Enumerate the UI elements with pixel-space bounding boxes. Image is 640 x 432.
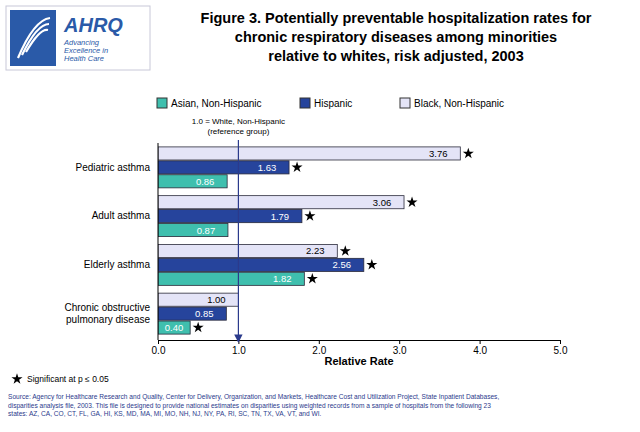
x-tick: 3.0 (393, 340, 407, 356)
x-tick: 5.0 (554, 340, 568, 356)
footnote: Significant at p ≤ 0.05 (27, 374, 109, 384)
y-axis: Pediatric asthma Adult asthma Elderly asth… (64, 143, 158, 340)
data-label: 1.00 (207, 294, 226, 305)
legend-label: Asian, Non-Hispanic (171, 98, 262, 109)
data-label: 2.23 (306, 245, 325, 256)
bars (158, 147, 460, 334)
bar (158, 224, 228, 237)
data-label: 0.87 (197, 225, 216, 236)
x-axis-title: Relative Rate (324, 355, 393, 367)
reference-label: 1.0 = White, Non-Hispanic(reference grou… (192, 117, 285, 136)
x-tick-label: 5.0 (554, 345, 568, 356)
x-tick: 0.0 (152, 340, 166, 356)
x-tick-label: 0.0 (152, 345, 166, 356)
logo: AHRQAdvancingExcellence inHealth Care (6, 6, 150, 70)
x-tick-label: 3.0 (393, 345, 407, 356)
bar (158, 147, 460, 160)
significance-stars (193, 148, 474, 333)
footnote-star (11, 373, 22, 384)
x-tick-label: 1.0 (232, 345, 246, 356)
logo-emblem-stroke (22, 24, 49, 55)
x-tick-mark (319, 340, 320, 344)
logo-emblem (10, 10, 56, 66)
x-tick-mark (480, 340, 481, 344)
bar (158, 258, 364, 271)
data-label: 0.85 (195, 308, 214, 319)
bar (158, 244, 337, 257)
reference-line (238, 140, 239, 342)
significance-star (340, 245, 351, 256)
bar (158, 161, 289, 174)
legend-swatch (400, 98, 410, 108)
y-tick: Adult asthma (92, 210, 158, 221)
x-tick: 4.0 (473, 340, 487, 356)
x-tick-mark (158, 340, 159, 344)
legend-label: Hispanic (314, 98, 352, 109)
data-label: 3.76 (429, 148, 448, 159)
data-label: 3.06 (373, 197, 392, 208)
data-label: 2.56 (333, 259, 352, 270)
x-tick-mark (399, 340, 400, 344)
y-tick: Pediatric asthma (76, 162, 158, 173)
chart: AHRQAdvancingExcellence inHealth Care Fig… (0, 0, 640, 432)
bar (158, 307, 226, 320)
data-label: 1.79 (271, 211, 290, 222)
source: Source: Agency for Healthcare Research a… (8, 393, 499, 417)
significance-star (193, 322, 204, 333)
significance-star (463, 148, 474, 159)
bar (158, 210, 302, 223)
significance-star (307, 273, 318, 284)
x-axis: 0.0 1.0 2.0 3.0 4.0 5.0 (152, 340, 568, 356)
legend-swatch (300, 98, 310, 108)
y-tick: Elderly asthma (84, 259, 158, 270)
x-axis-line (159, 341, 561, 345)
logo-emblem-stroke (18, 18, 50, 58)
data-label: 1.82 (273, 273, 292, 284)
y-tick-label: Elderly asthma (84, 259, 151, 270)
data-label: 1.63 (258, 162, 277, 173)
x-tick-label: 4.0 (473, 345, 487, 356)
bar (158, 175, 227, 188)
bar (158, 272, 304, 285)
background (0, 0, 640, 432)
logo-name: AHRQ (63, 14, 123, 36)
significance-star (406, 196, 417, 207)
bar (158, 196, 404, 209)
y-tick-label: Pediatric asthma (76, 162, 151, 173)
data-label: 0.40 (165, 322, 184, 333)
bar (158, 293, 238, 306)
logo-tagline: AdvancingExcellence inHealth Care (63, 38, 108, 63)
x-tick: 1.0 (232, 340, 246, 356)
y-tick: Chronic obstructivepulmonary disease (64, 302, 158, 325)
x-tick-mark (560, 340, 561, 344)
legend: Asian, Non-Hispanic Hispanic Black, Non-Hi… (157, 98, 504, 109)
significance-star (366, 259, 377, 270)
x-tick: 2.0 (312, 340, 326, 356)
significance-star (292, 162, 303, 173)
logo-emblem-stroke (26, 30, 48, 52)
legend-swatch (157, 98, 167, 108)
data-label: 0.86 (196, 176, 215, 187)
legend-label: Black, Non-Hispanic (414, 98, 504, 109)
y-axis-line (158, 143, 159, 340)
bar (158, 321, 190, 334)
significance-star (304, 210, 315, 221)
y-tick-label: Chronic obstructivepulmonary disease (64, 302, 150, 325)
title: Figure 3. Potentially preventable hospit… (201, 10, 592, 64)
logo-frame (6, 6, 150, 70)
data-labels: 0.86 0.87 1.82 0.40 1.63 1.79 2.56 0.85 3.76 3.06… (165, 148, 448, 333)
y-tick-label: Adult asthma (92, 210, 151, 221)
